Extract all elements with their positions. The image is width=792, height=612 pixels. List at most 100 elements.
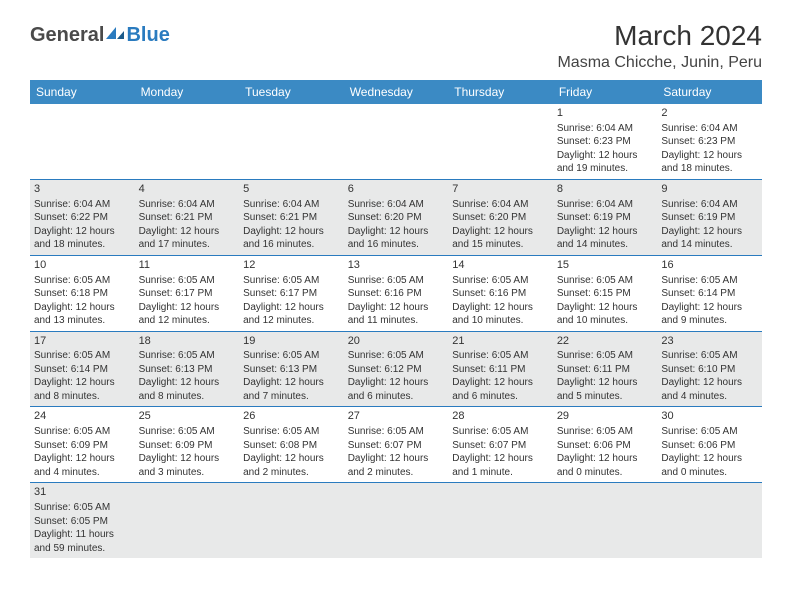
day-detail: Sunset: 6:10 PM xyxy=(661,363,758,377)
day-detail: Sunset: 6:20 PM xyxy=(452,211,549,225)
day-detail: Sunset: 6:06 PM xyxy=(661,439,758,453)
day-detail: Sunrise: 6:05 AM xyxy=(661,349,758,363)
day-detail: Sunset: 6:08 PM xyxy=(243,439,340,453)
day-detail: and 3 minutes. xyxy=(139,466,236,480)
day-detail: Sunrise: 6:05 AM xyxy=(243,349,340,363)
day-detail: Sunset: 6:14 PM xyxy=(34,363,131,377)
calendar-cell xyxy=(135,104,240,179)
calendar-cell: 20Sunrise: 6:05 AMSunset: 6:12 PMDayligh… xyxy=(344,331,449,407)
header: General Blue March 2024 Masma Chicche, J… xyxy=(30,20,762,72)
logo-text-blue: Blue xyxy=(126,24,169,47)
calendar-cell xyxy=(448,483,553,558)
day-detail: Sunset: 6:14 PM xyxy=(661,287,758,301)
day-detail: and 12 minutes. xyxy=(139,314,236,328)
calendar-cell: 7Sunrise: 6:04 AMSunset: 6:20 PMDaylight… xyxy=(448,179,553,255)
day-detail: and 2 minutes. xyxy=(348,466,445,480)
calendar-cell: 1Sunrise: 6:04 AMSunset: 6:23 PMDaylight… xyxy=(553,104,658,179)
day-number: 27 xyxy=(348,409,445,424)
weekday-header: Tuesday xyxy=(239,80,344,104)
calendar-cell xyxy=(30,104,135,179)
calendar-cell xyxy=(344,483,449,558)
day-detail: Sunrise: 6:05 AM xyxy=(348,349,445,363)
day-detail: and 18 minutes. xyxy=(34,238,131,252)
day-number: 6 xyxy=(348,182,445,197)
day-number: 11 xyxy=(139,258,236,273)
day-detail: Sunset: 6:19 PM xyxy=(557,211,654,225)
day-number: 31 xyxy=(34,485,131,500)
calendar-cell: 25Sunrise: 6:05 AMSunset: 6:09 PMDayligh… xyxy=(135,407,240,483)
day-number: 29 xyxy=(557,409,654,424)
day-number: 2 xyxy=(661,106,758,121)
day-number: 7 xyxy=(452,182,549,197)
month-title: March 2024 xyxy=(557,20,762,52)
day-number: 30 xyxy=(661,409,758,424)
location: Masma Chicche, Junin, Peru xyxy=(557,54,762,72)
calendar-row: 31Sunrise: 6:05 AMSunset: 6:05 PMDayligh… xyxy=(30,483,762,558)
day-detail: Daylight: 12 hours xyxy=(661,149,758,163)
day-detail: Sunrise: 6:04 AM xyxy=(348,198,445,212)
day-detail: and 59 minutes. xyxy=(34,542,131,556)
day-detail: Daylight: 12 hours xyxy=(557,149,654,163)
calendar-cell xyxy=(448,104,553,179)
day-detail: Sunset: 6:13 PM xyxy=(243,363,340,377)
day-number: 20 xyxy=(348,334,445,349)
day-detail: and 9 minutes. xyxy=(661,314,758,328)
calendar-cell: 2Sunrise: 6:04 AMSunset: 6:23 PMDaylight… xyxy=(657,104,762,179)
day-number: 16 xyxy=(661,258,758,273)
calendar-cell: 10Sunrise: 6:05 AMSunset: 6:18 PMDayligh… xyxy=(30,255,135,331)
day-detail: Sunrise: 6:05 AM xyxy=(34,501,131,515)
day-number: 9 xyxy=(661,182,758,197)
day-number: 12 xyxy=(243,258,340,273)
day-number: 24 xyxy=(34,409,131,424)
sail-icon xyxy=(104,25,126,41)
day-detail: Sunset: 6:19 PM xyxy=(661,211,758,225)
day-detail: and 8 minutes. xyxy=(139,390,236,404)
day-detail: Sunset: 6:11 PM xyxy=(452,363,549,377)
calendar-cell: 18Sunrise: 6:05 AMSunset: 6:13 PMDayligh… xyxy=(135,331,240,407)
day-number: 18 xyxy=(139,334,236,349)
day-detail: Sunrise: 6:04 AM xyxy=(661,122,758,136)
day-detail: Sunset: 6:05 PM xyxy=(34,515,131,529)
calendar-cell: 14Sunrise: 6:05 AMSunset: 6:16 PMDayligh… xyxy=(448,255,553,331)
day-number: 4 xyxy=(139,182,236,197)
calendar-row: 1Sunrise: 6:04 AMSunset: 6:23 PMDaylight… xyxy=(30,104,762,179)
day-number: 22 xyxy=(557,334,654,349)
calendar-cell xyxy=(344,104,449,179)
weekday-header-row: Sunday Monday Tuesday Wednesday Thursday… xyxy=(30,80,762,104)
day-detail: and 0 minutes. xyxy=(661,466,758,480)
day-detail: and 19 minutes. xyxy=(557,162,654,176)
calendar-cell xyxy=(239,483,344,558)
day-detail: Daylight: 12 hours xyxy=(661,452,758,466)
calendar-cell: 9Sunrise: 6:04 AMSunset: 6:19 PMDaylight… xyxy=(657,179,762,255)
day-detail: Sunset: 6:07 PM xyxy=(452,439,549,453)
calendar-row: 24 Sunrise: 6:05 AM Sunset: 6:09 PM Dayligh… xyxy=(30,407,762,483)
weekday-header: Sunday xyxy=(30,80,135,104)
day-detail: and 15 minutes. xyxy=(452,238,549,252)
day-detail: Sunset: 6:21 PM xyxy=(139,211,236,225)
day-detail: Sunrise: 6:05 AM xyxy=(661,274,758,288)
day-detail: Daylight: 12 hours xyxy=(661,301,758,315)
day-detail: Sunrise: 6:05 AM xyxy=(452,425,549,439)
weekday-header: Saturday xyxy=(657,80,762,104)
calendar-cell xyxy=(135,483,240,558)
day-detail: Sunrise: 6:05 AM xyxy=(243,274,340,288)
day-detail: and 11 minutes. xyxy=(348,314,445,328)
day-detail: Daylight: 12 hours xyxy=(557,301,654,315)
day-detail: Sunrise: 6:04 AM xyxy=(243,198,340,212)
day-detail: Sunrise: 6:04 AM xyxy=(34,198,131,212)
day-detail: Sunset: 6:09 PM xyxy=(34,439,131,453)
calendar-cell: 12Sunrise: 6:05 AMSunset: 6:17 PMDayligh… xyxy=(239,255,344,331)
calendar-cell: 17Sunrise: 6:05 AMSunset: 6:14 PMDayligh… xyxy=(30,331,135,407)
day-detail: Sunrise: 6:05 AM xyxy=(557,274,654,288)
day-detail: and 2 minutes. xyxy=(243,466,340,480)
day-detail: Daylight: 12 hours xyxy=(243,225,340,239)
calendar-cell: 4Sunrise: 6:04 AMSunset: 6:21 PMDaylight… xyxy=(135,179,240,255)
day-detail: Daylight: 12 hours xyxy=(243,301,340,315)
day-number: 1 xyxy=(557,106,654,121)
day-number: 5 xyxy=(243,182,340,197)
calendar-cell: 22Sunrise: 6:05 AMSunset: 6:11 PMDayligh… xyxy=(553,331,658,407)
title-block: March 2024 Masma Chicche, Junin, Peru xyxy=(557,20,762,72)
day-detail: Daylight: 12 hours xyxy=(557,225,654,239)
day-detail: Sunset: 6:09 PM xyxy=(139,439,236,453)
day-detail: Sunset: 6:15 PM xyxy=(557,287,654,301)
